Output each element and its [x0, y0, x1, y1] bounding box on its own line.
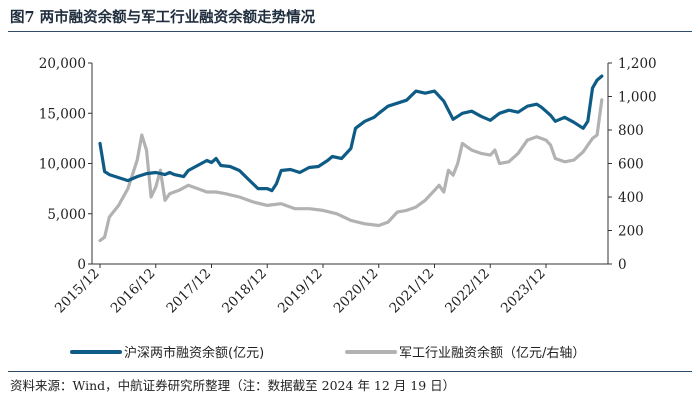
- x-tick-label: 2018/12: [219, 266, 270, 317]
- x-tick-label: 2022/12: [442, 266, 493, 317]
- x-tick-label: 2016/12: [108, 266, 159, 317]
- y-left-tick-label: 20,000: [39, 56, 86, 72]
- y-left-tick-label: 10,000: [39, 157, 86, 173]
- y-right-tick-label: 0: [618, 257, 627, 273]
- x-tick-label: 2021/12: [386, 266, 437, 317]
- y-right-tick-label: 1,000: [618, 90, 657, 106]
- series-line-defense-financing: [98, 98, 604, 243]
- y-left-axis: 0 5,000 10,000 15,000 20,000: [39, 56, 92, 273]
- x-tick-label: 2017/12: [163, 266, 214, 317]
- series-line-market-financing: [98, 74, 604, 193]
- x-tick-label: 2015/12: [52, 266, 103, 317]
- legend: 沪深两市融资余额(亿元) 军工行业融资余额（亿元/右轴）: [70, 345, 585, 361]
- y-right-tick-label: 400: [618, 190, 644, 206]
- y-left-tick-label: 15,000: [39, 106, 86, 122]
- x-tick-label: 2023/12: [498, 266, 549, 317]
- y-right-axis: 0 200 400 600 800 1,000 1,200: [608, 56, 657, 273]
- legend-item-market-label: 沪深两市融资余额(亿元): [124, 345, 264, 361]
- y-right-tick-label: 1,200: [618, 56, 657, 72]
- source-rule: [8, 371, 692, 372]
- line-chart: 0 5,000 10,000 15,000 20,000 0 200 400 600 800 1,…: [39, 56, 657, 361]
- axis-lines: [91, 63, 609, 265]
- legend-item-defense-label: 军工行业融资余额（亿元/右轴）: [399, 345, 585, 361]
- figure-title: 图7 两市融资余额与军工行业融资余额走势情况: [10, 9, 316, 26]
- title-rule: [8, 31, 692, 32]
- y-right-tick-label: 600: [618, 157, 644, 173]
- y-right-tick-label: 800: [618, 123, 644, 139]
- x-axis: 2015/12 2016/12 2017/12 2018/12 2019/12 2020/…: [52, 264, 549, 316]
- x-tick-label: 2020/12: [331, 266, 382, 317]
- y-left-tick-label: 0: [77, 257, 86, 273]
- y-left-tick-label: 5,000: [47, 207, 86, 223]
- x-tick-label: 2019/12: [275, 266, 326, 317]
- figure-source: 资料来源：Wind，中航证券研究所整理（注：数据截至 2024 年 12 月 1…: [10, 378, 456, 393]
- series-layer: [98, 74, 604, 243]
- y-right-tick-label: 200: [618, 224, 644, 240]
